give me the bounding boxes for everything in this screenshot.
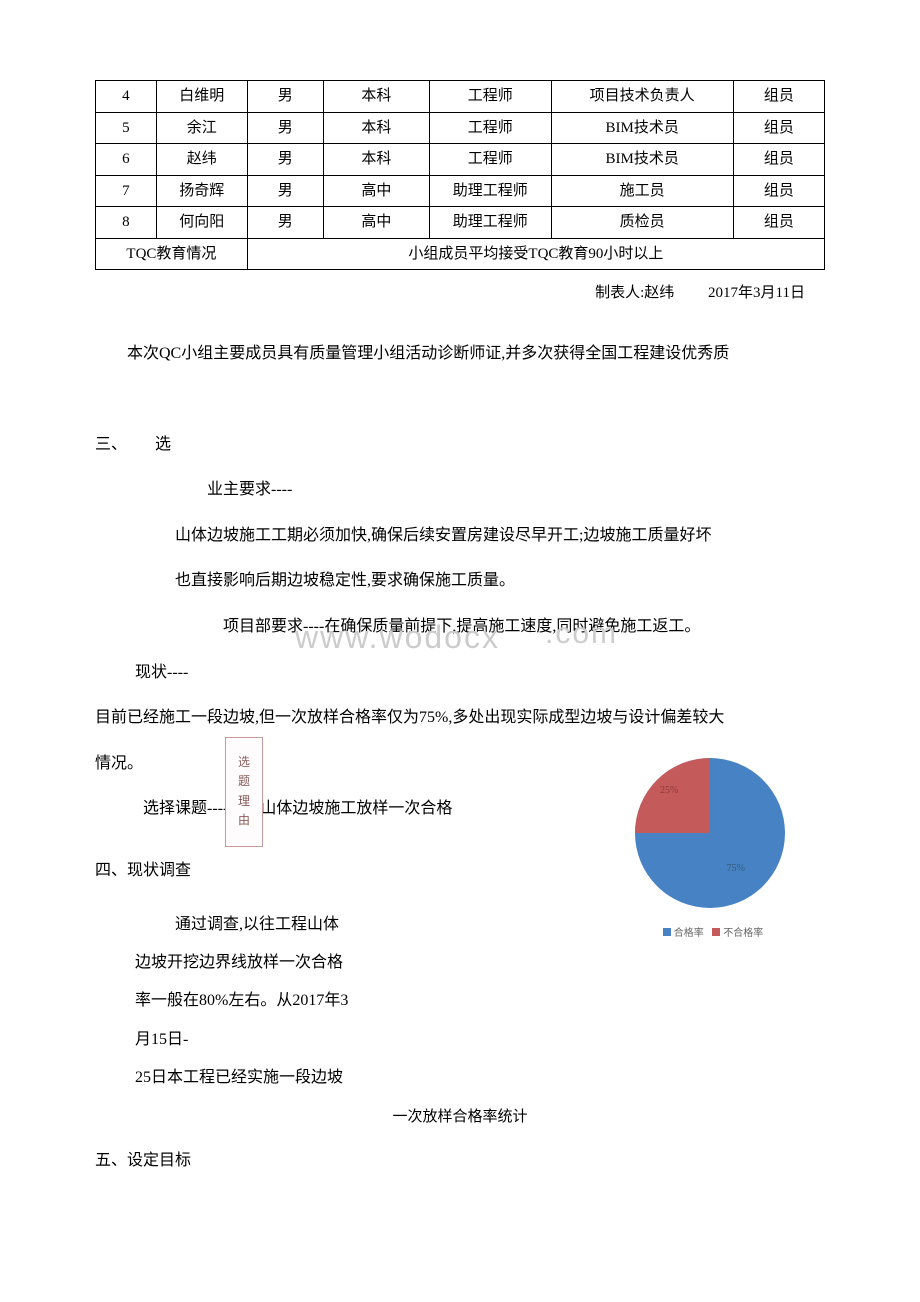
status-label: 现状---- — [95, 652, 825, 694]
paragraph: 本次QC小组主要成员具有质量管理小组活动诊断师证,并多次获得全国工程建设优秀质 — [95, 333, 825, 375]
table-cell: 男 — [247, 112, 323, 144]
chart-title: 一次放样合格率统计 — [95, 1106, 825, 1129]
table-cell: 组员 — [733, 207, 824, 239]
pie-chart: 75% 25% — [635, 758, 785, 908]
table-cell: 男 — [247, 144, 323, 176]
table-cell: 8 — [96, 207, 157, 239]
table-footer-row: TQC教育情况小组成员平均接受TQC教育90小时以上 — [96, 238, 825, 270]
table-cell: 工程师 — [430, 144, 551, 176]
table-cell: 赵纬 — [156, 144, 247, 176]
table-cell: 男 — [247, 207, 323, 239]
table-caption: 制表人:赵纬 2017年3月11日 — [95, 282, 825, 305]
table-cell: 高中 — [323, 207, 429, 239]
pie-label-75: 75% — [727, 861, 745, 876]
table-cell: 余江 — [156, 112, 247, 144]
table-cell: 本科 — [323, 144, 429, 176]
table-author: 制表人:赵纬 — [595, 285, 674, 301]
table-row: 5余江男本科工程师BIM技术员组员 — [96, 112, 825, 144]
table-cell: 组员 — [733, 175, 824, 207]
section-5-title: 五、设定目标 — [95, 1140, 825, 1182]
pie-legend: 合格率 不合格率 — [605, 926, 815, 941]
table-cell: 组员 — [733, 112, 824, 144]
table-cell: 助理工程师 — [430, 175, 551, 207]
table-row: 6赵纬男本科工程师BIM技术员组员 — [96, 144, 825, 176]
legend-swatch-fail — [712, 928, 720, 936]
owner-req-text: 山体边坡施工工期必须加快,确保后续安置房建设尽早开工;边坡施工质量好坏 — [95, 515, 825, 557]
table-row: 4白维明男本科工程师项目技术负责人组员 — [96, 81, 825, 113]
table-cell: 扬奇辉 — [156, 175, 247, 207]
sidebar-topic-reason: 选 题 理 由 — [225, 737, 263, 847]
table-cell: 项目技术负责人 — [551, 81, 733, 113]
table-footer-right: 小组成员平均接受TQC教育90小时以上 — [247, 238, 824, 270]
table-cell: 施工员 — [551, 175, 733, 207]
table-cell: 7 — [96, 175, 157, 207]
table-cell: BIM技术员 — [551, 112, 733, 144]
owner-req-label: 业主要求---- — [95, 469, 825, 511]
table-cell: BIM技术员 — [551, 144, 733, 176]
paragraph: 量管理奖。 — [95, 378, 825, 420]
status-text: 目前已经施工一段边坡,但一次放样合格率仅为75%,多处出现实际成型边坡与设计偏差… — [95, 697, 825, 739]
table-cell: 6 — [96, 144, 157, 176]
section-3-title: 三、选题 — [95, 424, 825, 466]
table-row: 8何向阳男高中助理工程师质检员组员 — [96, 207, 825, 239]
table-cell: 本科 — [323, 112, 429, 144]
table-cell: 组员 — [733, 81, 824, 113]
proj-req-text: 项目部要求----在确保质量前提下,提高施工速度,同时避免施工返工。 — [95, 606, 825, 648]
table-cell: 质检员 — [551, 207, 733, 239]
table-cell: 本科 — [323, 81, 429, 113]
pie-label-25: 25% — [660, 783, 678, 798]
member-table: 4白维明男本科工程师项目技术负责人组员5余江男本科工程师BIM技术员组员6赵纬男… — [95, 80, 825, 270]
table-cell: 男 — [247, 175, 323, 207]
table-cell: 助理工程师 — [430, 207, 551, 239]
legend-swatch-pass — [663, 928, 671, 936]
table-cell: 4 — [96, 81, 157, 113]
pie-chart-container: 75% 25% 合格率 不合格率 — [605, 758, 815, 941]
table-cell: 白维明 — [156, 81, 247, 113]
table-row: 7扬奇辉男高中助理工程师施工员组员 — [96, 175, 825, 207]
table-cell: 男 — [247, 81, 323, 113]
table-cell: 组员 — [733, 144, 824, 176]
table-date: 2017年3月11日 — [708, 285, 805, 301]
table-cell: 5 — [96, 112, 157, 144]
table-cell: 何向阳 — [156, 207, 247, 239]
table-cell: 工程师 — [430, 81, 551, 113]
table-cell: 工程师 — [430, 112, 551, 144]
owner-req-text2: 也直接影响后期边坡稳定性,要求确保施工质量。 — [95, 560, 825, 602]
table-footer-left: TQC教育情况 — [96, 238, 248, 270]
table-cell: 高中 — [323, 175, 429, 207]
